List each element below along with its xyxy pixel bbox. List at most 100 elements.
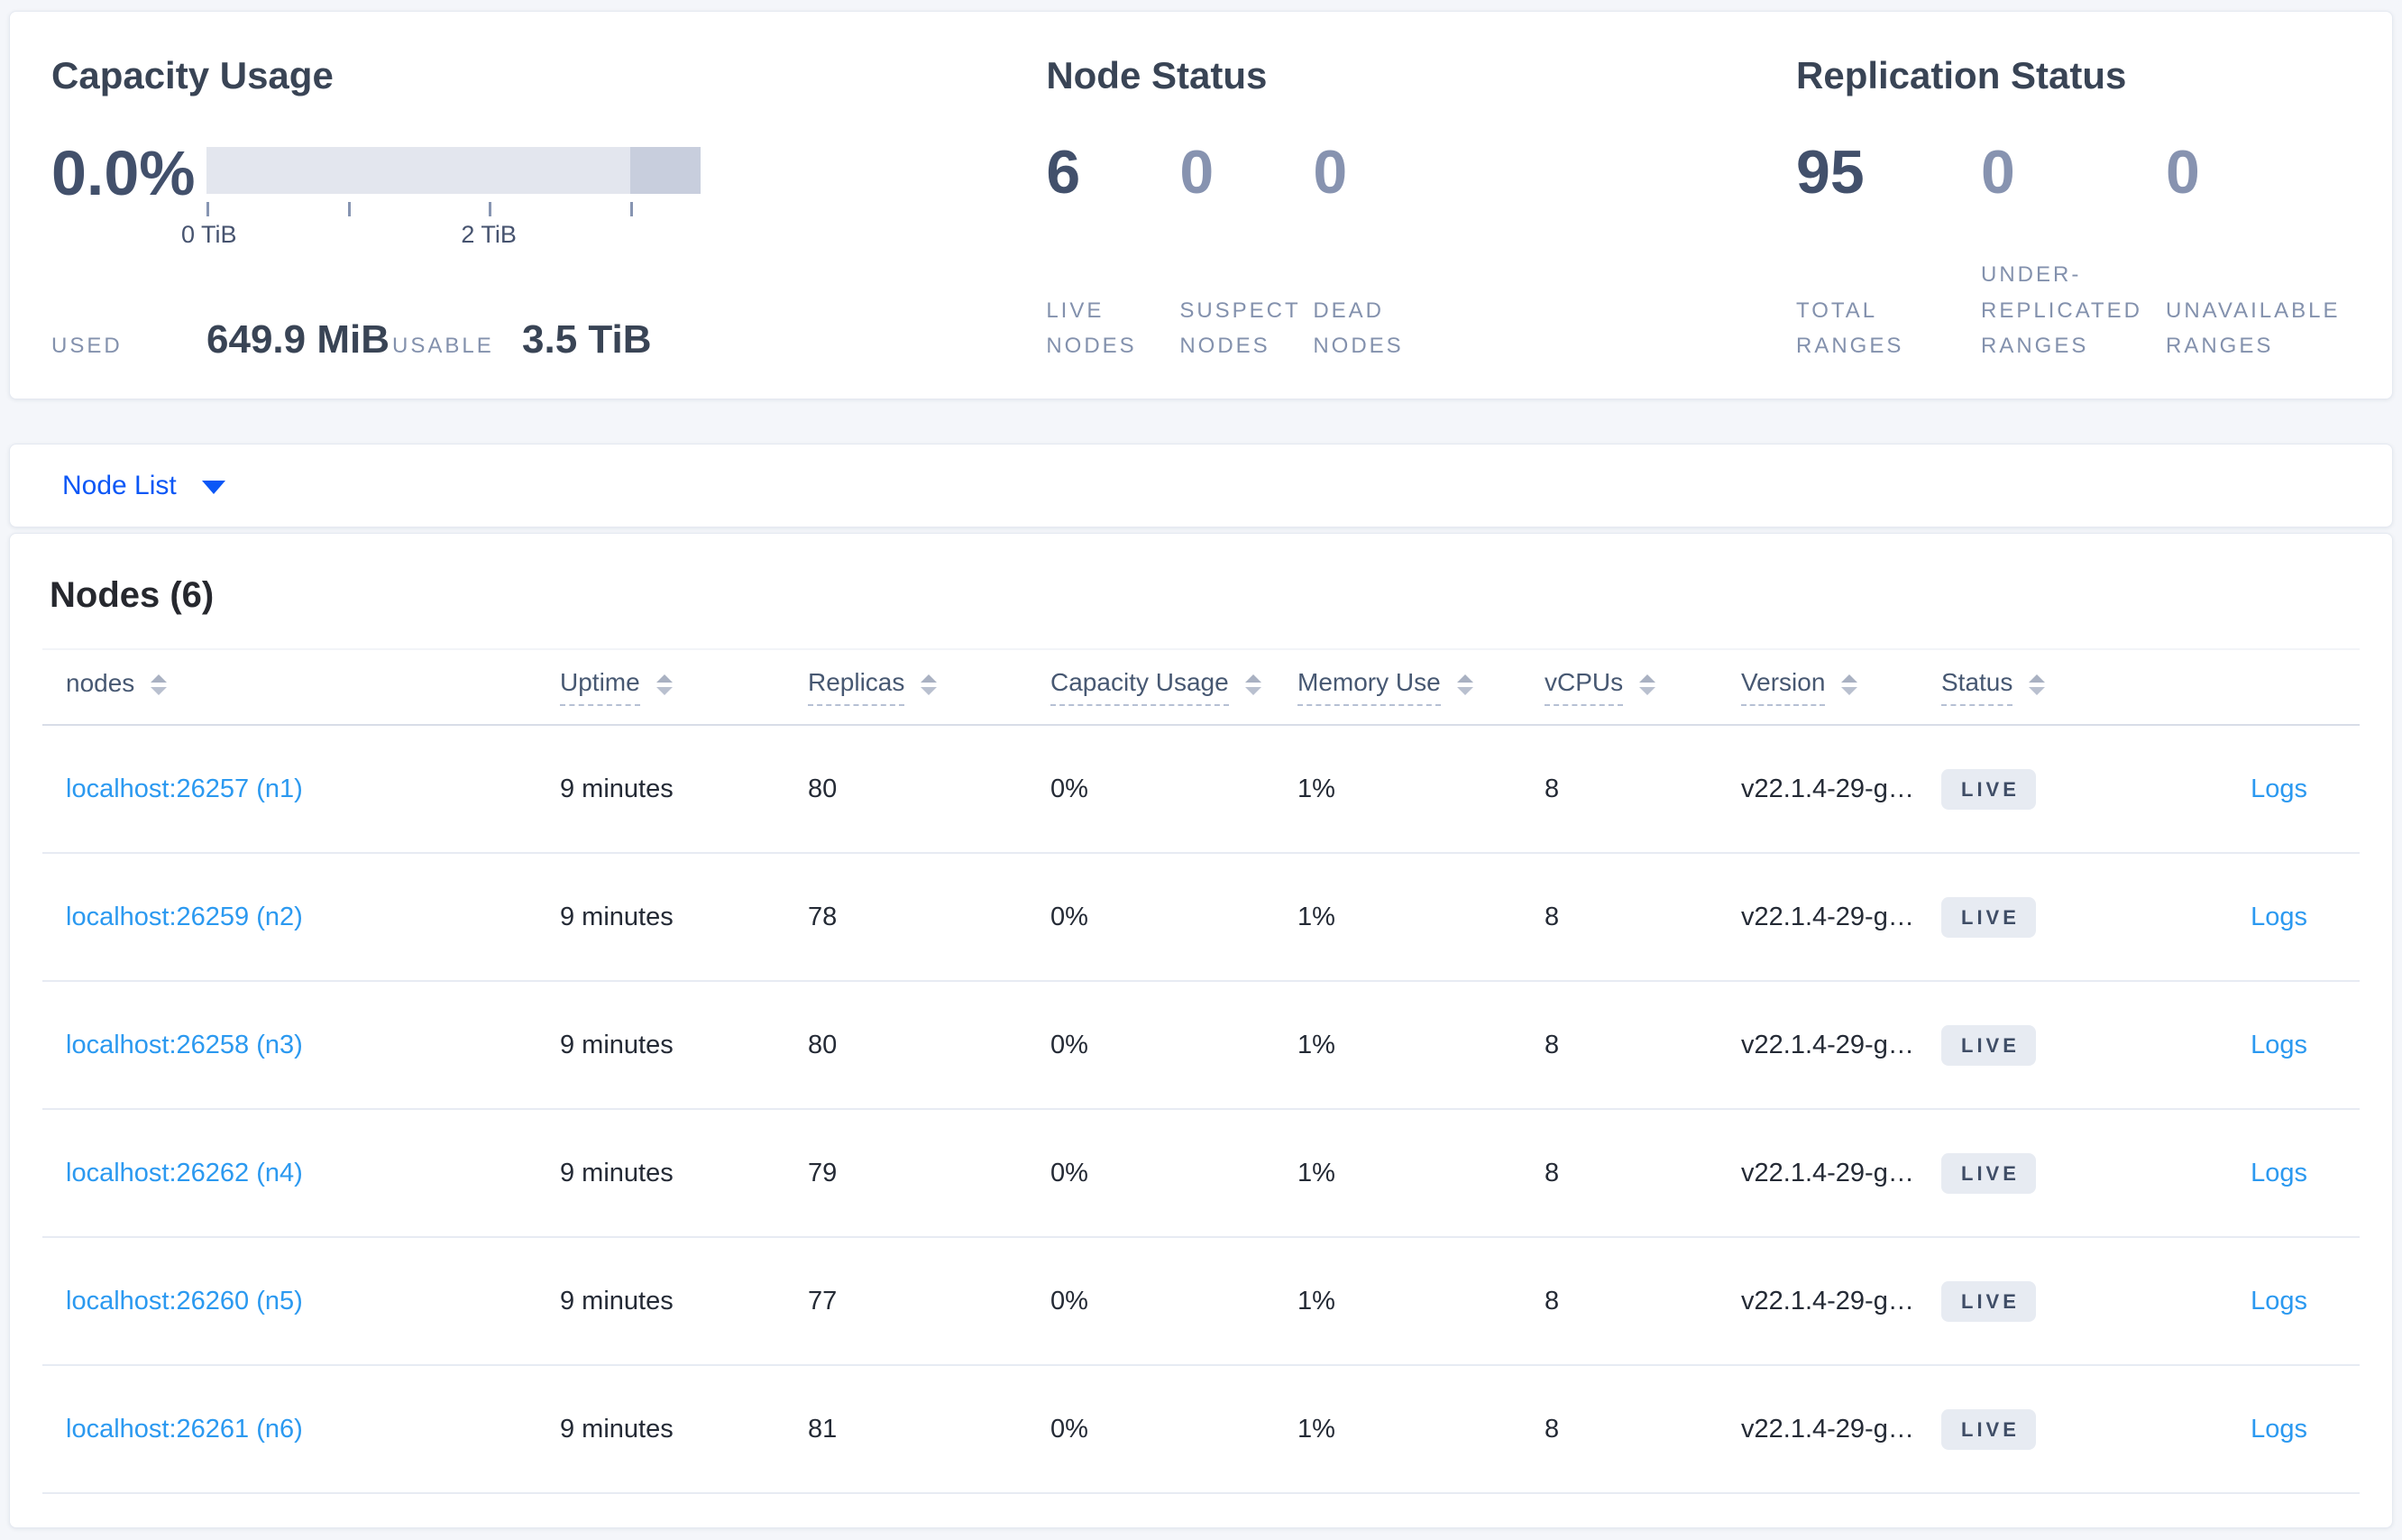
vcpus-cell: 8	[1545, 1030, 1560, 1059]
node-status-title: Node Status	[1046, 54, 1268, 96]
status-cell: LIVE	[1941, 768, 2129, 810]
version-cell: v22.1.4-29-g…	[1741, 1030, 1914, 1059]
tick-mark	[347, 202, 351, 217]
node-cell: localhost:26261 (n6)	[66, 1415, 560, 1444]
capacity-used-row: USED 649.9 MiB USABLE 3.5 TiB	[51, 317, 1046, 364]
column-header-replicas[interactable]: Replicas	[808, 668, 1050, 706]
status-badge: LIVE	[1941, 1024, 2036, 1066]
vcpus-cell: 8	[1545, 1286, 1560, 1315]
node-link[interactable]: localhost:26261 (n6)	[66, 1414, 303, 1444]
logs-cell: Logs	[2129, 775, 2307, 804]
live-nodes-metric: 6 LIVE NODES	[1046, 142, 1179, 364]
replicas-cell: 79	[808, 1158, 838, 1187]
version-cell: v22.1.4-29-g…	[1741, 902, 1914, 931]
status-cell: LIVE	[1941, 1408, 2129, 1450]
logs-link[interactable]: Logs	[2251, 1286, 2307, 1315]
uptime-cell: 9 minutes	[560, 1030, 674, 1059]
node-cell: localhost:26260 (n5)	[66, 1287, 560, 1316]
column-header-status-label: Status	[1941, 668, 2013, 706]
tick-label-0: 0 TiB	[180, 221, 237, 249]
sort-icon	[151, 674, 168, 695]
capacity-bar-segment	[629, 147, 701, 195]
logs-cell: Logs	[2129, 1287, 2307, 1316]
node-link[interactable]: localhost:26258 (n3)	[66, 1030, 303, 1059]
caret-down-icon	[201, 481, 225, 494]
capacity-usage-section: Capacity Usage 0.0% 0 TiB 2 TiB	[51, 53, 1046, 364]
capacity-usage-title: Capacity Usage	[51, 54, 334, 96]
column-header-vcpus-label: vCPUs	[1545, 668, 1624, 706]
node-link[interactable]: localhost:26262 (n4)	[66, 1158, 303, 1187]
status-badge: LIVE	[1941, 896, 2036, 938]
node-status-metrics: 6 LIVE NODES 0 SUSPECT NODES 0 DEAD NODE…	[1046, 142, 1796, 364]
node-link[interactable]: localhost:26257 (n1)	[66, 774, 303, 803]
sort-icon	[1639, 674, 1656, 695]
capacity-usage-cell: 0%	[1050, 902, 1088, 931]
node-link[interactable]: localhost:26260 (n5)	[66, 1286, 303, 1315]
logs-link[interactable]: Logs	[2251, 774, 2307, 803]
replicas-cell: 80	[808, 1030, 838, 1059]
replicas-cell: 78	[808, 902, 838, 931]
column-header-version-label: Version	[1741, 668, 1826, 706]
column-header-status[interactable]: Status	[1941, 668, 2129, 706]
used-value: 649.9 MiB	[206, 317, 390, 362]
view-selector-bar: Node List	[9, 444, 2393, 527]
capacity-usage-cell: 0%	[1050, 1286, 1088, 1315]
node-link[interactable]: localhost:26259 (n2)	[66, 902, 303, 931]
uptime-cell: 9 minutes	[560, 1414, 674, 1444]
nodes-table: nodes Uptime Replicas Capacity Usage Mem…	[42, 648, 2360, 1494]
logs-link[interactable]: Logs	[2251, 902, 2307, 931]
version-cell: v22.1.4-29-g…	[1741, 774, 1914, 803]
column-header-version[interactable]: Version	[1741, 668, 1941, 706]
column-header-uptime[interactable]: Uptime	[560, 668, 808, 706]
column-header-vcpus[interactable]: vCPUs	[1545, 668, 1741, 706]
memory-use-cell: 1%	[1297, 774, 1335, 803]
capacity-usage-gauge: 0.0% 0 TiB 2 TiB	[51, 142, 1046, 253]
tick-mark	[489, 202, 492, 217]
logs-cell: Logs	[2129, 1031, 2307, 1060]
column-header-nodes[interactable]: nodes	[66, 669, 560, 705]
vcpus-cell: 8	[1545, 902, 1560, 931]
tick-mark	[206, 202, 209, 217]
dead-nodes-label: DEAD NODES	[1313, 298, 1404, 359]
column-header-uptime-label: Uptime	[560, 668, 640, 706]
logs-cell: Logs	[2129, 903, 2307, 932]
status-cell: LIVE	[1941, 1280, 2129, 1322]
nodes-table-title: Nodes (6)	[50, 575, 215, 615]
column-header-capacity-usage[interactable]: Capacity Usage	[1050, 668, 1297, 706]
usable-value: 3.5 TiB	[522, 317, 652, 362]
status-cell: LIVE	[1941, 896, 2129, 938]
node-cell: localhost:26262 (n4)	[66, 1159, 560, 1188]
vcpus-cell: 8	[1545, 1158, 1560, 1187]
node-list-dropdown[interactable]: Node List	[62, 471, 225, 501]
nodes-table-header: nodes Uptime Replicas Capacity Usage Mem…	[42, 648, 2360, 726]
dead-nodes-value: 0	[1313, 138, 1348, 207]
column-header-memory-use[interactable]: Memory Use	[1297, 668, 1545, 706]
capacity-usage-cell: 0%	[1050, 1030, 1088, 1059]
uptime-cell: 9 minutes	[560, 774, 674, 803]
under-replicated-value: 0	[1981, 138, 2015, 207]
status-cell: LIVE	[1941, 1024, 2129, 1066]
node-list-dropdown-label: Node List	[62, 470, 177, 500]
logs-link[interactable]: Logs	[2251, 1414, 2307, 1444]
uptime-cell: 9 minutes	[560, 1286, 674, 1315]
suspect-nodes-value: 0	[1179, 138, 1215, 207]
logs-link[interactable]: Logs	[2251, 1158, 2307, 1187]
status-badge: LIVE	[1941, 1408, 2036, 1450]
vcpus-cell: 8	[1545, 774, 1560, 803]
total-ranges-value: 95	[1796, 138, 1865, 207]
capacity-usage-bar	[206, 147, 701, 195]
table-row: localhost:26257 (n1) 9 minutes 80 0% 1% …	[42, 726, 2360, 854]
replicas-cell: 81	[808, 1414, 838, 1444]
logs-cell: Logs	[2129, 1159, 2307, 1188]
logs-link[interactable]: Logs	[2251, 1030, 2307, 1059]
tick-label-2: 2 TiB	[461, 221, 517, 249]
vcpus-cell: 8	[1545, 1414, 1560, 1444]
unavailable-ranges-label: UNAVAILABLE RANGES	[2166, 298, 2341, 359]
table-row: localhost:26262 (n4) 9 minutes 79 0% 1% …	[42, 1110, 2360, 1238]
cluster-summary-card: Capacity Usage 0.0% 0 TiB 2 TiB	[9, 11, 2393, 399]
replication-status-metrics: 95 TOTAL RANGES 0 UNDER- REPLICATED RANG…	[1796, 142, 2351, 364]
memory-use-cell: 1%	[1297, 1030, 1335, 1059]
sort-icon	[1244, 674, 1261, 695]
logs-cell: Logs	[2129, 1415, 2307, 1444]
column-header-memory-use-label: Memory Use	[1297, 668, 1441, 706]
